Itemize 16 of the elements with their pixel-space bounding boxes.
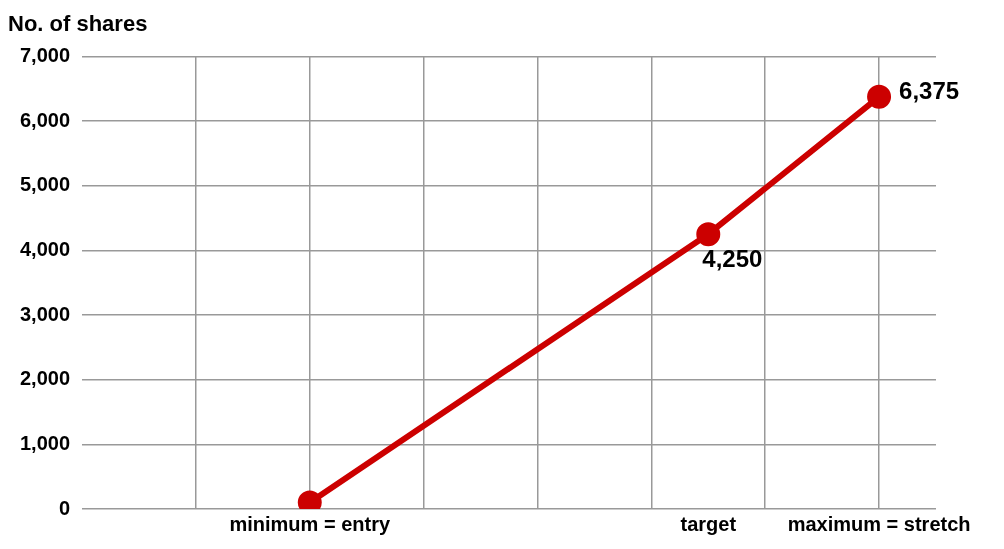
- y-tick-label: 7,000: [19, 43, 71, 66]
- y-tick-label: 5,000: [19, 173, 71, 196]
- x-tick-label: maximum = stretch: [787, 512, 971, 535]
- y-tick-label: 0: [58, 496, 71, 519]
- y-tick-label: 6,000: [19, 108, 71, 131]
- data-label: 6,375: [899, 77, 960, 105]
- point: [867, 84, 892, 109]
- y-tick-label: 1,000: [19, 431, 71, 454]
- x-tick-label: minimum = entry: [229, 512, 391, 535]
- y-tick-label: 2,000: [19, 367, 71, 390]
- x-tick-label: target: [680, 512, 737, 535]
- y-axis-title: No. of shares: [8, 11, 148, 37]
- data-label: 4,250: [702, 244, 763, 272]
- y-tick-label: 3,000: [19, 302, 71, 325]
- point: [696, 222, 721, 247]
- y-tick-label: 4,000: [19, 237, 71, 260]
